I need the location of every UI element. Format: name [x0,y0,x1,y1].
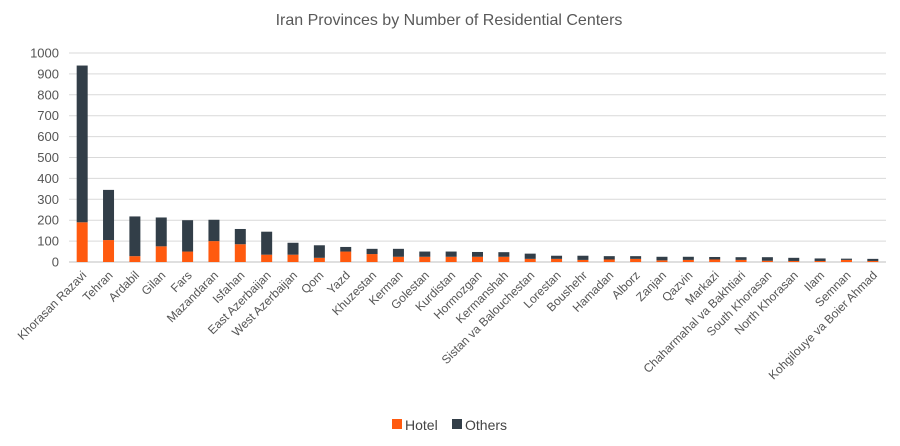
bar-hotel-sistan-va-balouchestan [524,258,536,262]
x-tick-label-gilan: Gilan [139,268,169,298]
y-tick-label-800: 800 [37,87,59,102]
bar-hotel-alborz [630,258,642,262]
bar-hotel-boushehr [577,259,589,262]
legend-label-others: Others [465,417,507,433]
bars [76,65,879,262]
bar-hotel-isfahan [234,244,246,262]
bar-others-ilam [814,258,826,261]
bar-others-ardabil [129,216,141,257]
y-axis-ticks: 0 100 200 300 400 500 600 700 800 900 1000 [30,46,59,270]
bar-others-lorestan [551,255,563,259]
bar-hotel-qom [313,257,325,262]
bar-hotel-kohgilouye-va-boier-ahmad [867,260,879,262]
y-tick-label-600: 600 [37,129,59,144]
bar-hotel-zanjan [656,260,668,262]
bar-hotel-kurdistan [445,256,457,262]
bar-others-yazd [340,246,352,252]
bar-others-qazvin [682,256,694,260]
bar-hotel-tehran [103,240,115,262]
y-tick-label-0: 0 [52,255,59,270]
bar-hotel-hamadan [603,259,615,262]
bar-others-khuzestan [366,248,378,255]
bar-others-alborz [630,256,642,259]
bar-others-west-azerbaijan [287,242,299,255]
bar-others-hormozgan [472,251,483,257]
gridlines [69,52,886,263]
bar-others-markazi [709,256,721,260]
legend-label-hotel: Hotel [405,417,438,433]
bar-hotel-hormozgan [472,256,483,262]
bar-hotel-ardabil [129,256,141,262]
bar-others-north-khorasan [788,257,800,261]
bar-others-kerman [392,248,404,257]
bar-others-tehran [103,189,115,241]
bar-hotel-kermanshah [498,256,510,262]
y-tick-label-400: 400 [37,171,59,186]
x-tick-label-qom: Qom [298,268,326,296]
y-tick-label-300: 300 [37,192,59,207]
y-tick-label-500: 500 [37,150,59,165]
bar-others-kermanshah [498,252,510,257]
chart-title: Iran Provinces by Number of Residential … [276,12,623,29]
bar-others-golestan [419,251,431,257]
bar-others-fars [182,220,194,252]
bar-hotel-fars [182,251,194,262]
bar-others-zanjan [656,256,668,261]
legend-swatch-others [452,419,462,429]
y-tick-label-900: 900 [37,66,59,81]
bar-hotel-mazandaran [208,241,220,262]
bar-hotel-semnan [840,259,852,262]
bar-hotel-east-azerbaijan [261,254,273,262]
bar-hotel-lorestan [551,258,563,262]
legend: Hotel Others [392,417,507,433]
bar-hotel-yazd [340,251,352,262]
bar-others-kohgilouye-va-boier-ahmad [867,258,879,261]
bar-hotel-south-khorasan [761,260,773,262]
x-tick-label-khorasan-razavi: Khorasan Razavi [15,268,90,343]
bar-hotel-markazi [709,259,721,262]
bar-hotel-khorasan-razavi [76,222,88,262]
bar-others-mazandaran [208,219,220,242]
bar-others-khorasan-razavi [76,65,88,223]
y-tick-label-100: 100 [37,234,59,249]
bar-hotel-kerman [392,256,404,262]
bar-hotel-khuzestan [366,254,378,262]
bar-others-sistan-va-balouchestan [524,253,536,259]
legend-swatch-hotel [392,419,402,429]
bar-hotel-north-khorasan [788,260,800,262]
bar-hotel-chaharmahal-va-bakhtiari [735,259,747,262]
bar-hotel-gilan [155,246,167,262]
y-tick-label-1000: 1000 [30,46,59,61]
bar-others-boushehr [577,255,589,260]
bar-hotel-ilam [814,260,826,262]
bar-hotel-golestan [419,256,431,262]
y-tick-label-700: 700 [37,108,59,123]
bar-others-hamadan [603,256,615,260]
bar-others-kurdistan [445,251,457,257]
bar-others-east-azerbaijan [261,231,273,255]
bar-others-south-khorasan [761,257,773,261]
bar-others-semnan [840,258,852,260]
bar-hotel-west-azerbaijan [287,254,299,262]
bar-others-chaharmahal-va-bakhtiari [735,257,747,260]
bar-others-gilan [155,217,167,247]
y-tick-label-200: 200 [37,213,59,228]
bar-others-qom [313,245,325,258]
bar-hotel-qazvin [682,259,694,262]
bar-others-isfahan [234,228,246,245]
